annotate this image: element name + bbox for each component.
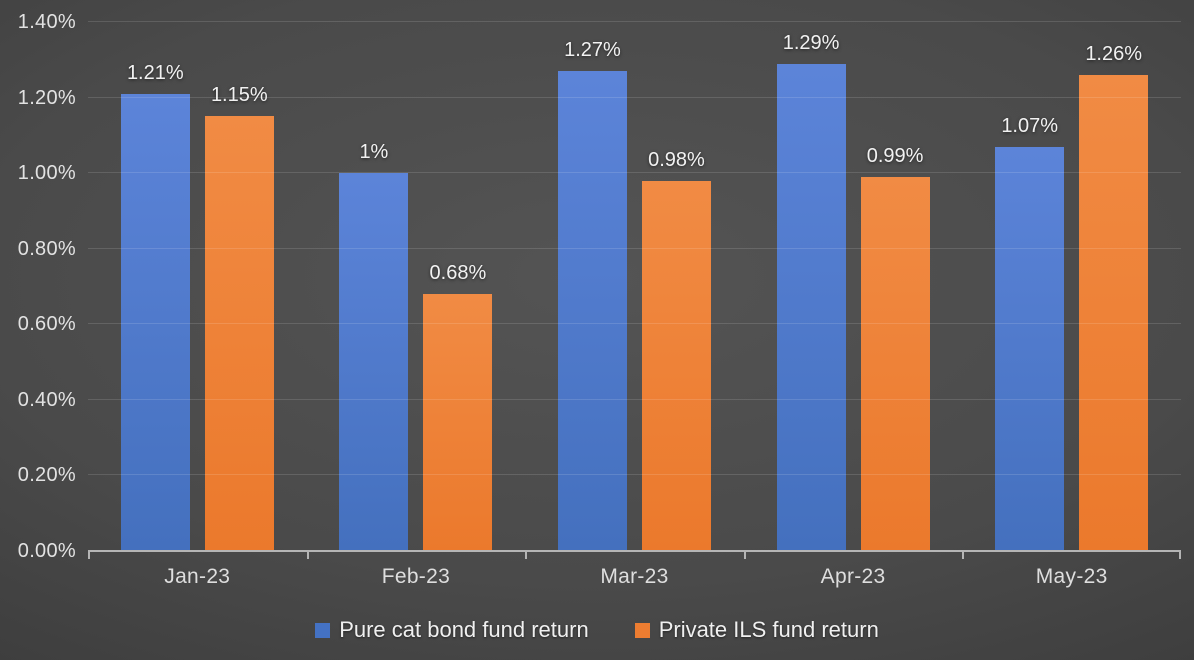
gridline — [88, 96, 1181, 98]
legend-item: Private ILS fund return — [634, 617, 879, 643]
bar-value-label: 0.68% — [429, 262, 487, 285]
x-axis-line — [88, 550, 1181, 552]
bar-value-label: 0.98% — [648, 148, 705, 171]
axis-tick — [88, 551, 90, 559]
bar-series-0: 1.07% — [995, 115, 1065, 551]
legend-item: Pure cat bond fund return — [315, 617, 589, 643]
axis-tick — [743, 551, 746, 559]
bar-series-0: 1.21% — [120, 62, 190, 551]
x-tick-label: May-23 — [1035, 565, 1108, 588]
legend-swatch-icon — [315, 622, 331, 638]
y-tick-label: 0.40% — [17, 388, 76, 411]
x-tick-label: Jan-23 — [164, 565, 231, 588]
bar-series-0: 1.29% — [776, 32, 846, 551]
y-tick-label: 0.60% — [17, 313, 76, 336]
plot-area: 1.21% 1.15% 1% 0.68% 1.27% 0.98% 1.29% 0.99% 1.0… — [88, 21, 1181, 559]
category-group: 1% 0.68% — [307, 22, 526, 551]
x-tick-label: Mar-23 — [600, 565, 669, 588]
bar-groups: 1.21% 1.15% 1% 0.68% 1.27% 0.98% 1.29% 0.99% 1.0… — [88, 22, 1181, 551]
gridline — [88, 398, 1181, 400]
category-group: 1.07% 1.26% — [962, 22, 1181, 551]
x-tick-label: Feb-23 — [381, 565, 451, 588]
category-group: 1.21% 1.15% — [88, 22, 307, 551]
bar-value-label: 1.29% — [782, 31, 840, 54]
y-tick-label: 0.20% — [17, 464, 76, 487]
y-tick-label: 1.20% — [17, 86, 76, 109]
category-group: 1.27% 0.98% — [525, 22, 744, 551]
legend: Pure cat bond fund return Private ILS fun… — [0, 612, 1194, 648]
bar-value-label: 0.99% — [866, 144, 924, 167]
x-axis-labels: Jan-23 Feb-23 Mar-23 Apr-23 May-23 — [88, 563, 1181, 591]
axis-tick — [306, 551, 309, 559]
bar-series-1: 0.68% — [423, 262, 493, 551]
gridline — [88, 21, 1181, 22]
bar-value-label: 1.26% — [1085, 42, 1143, 65]
gridline — [88, 247, 1181, 249]
bar-series-1: 0.99% — [860, 145, 930, 551]
gridline — [88, 474, 1181, 476]
gridline — [88, 323, 1181, 325]
legend-swatch-icon — [634, 622, 650, 638]
bar-value-label: 1% — [359, 141, 389, 164]
y-tick-label: 0.80% — [17, 237, 76, 260]
x-tick-label: Apr-23 — [820, 565, 886, 588]
y-tick-label: 0.00% — [17, 540, 76, 562]
y-tick-label: 1.00% — [17, 162, 76, 185]
bar-value-label: 1.27% — [564, 39, 621, 62]
bar-series-1: 0.98% — [641, 149, 711, 551]
bar-series-1: 1.15% — [204, 84, 274, 551]
bar-series-0: 1% — [339, 141, 409, 551]
axis-tick — [525, 551, 528, 559]
axis-tick — [962, 551, 965, 559]
bar-series-1: 1.26% — [1079, 43, 1149, 551]
bar-value-label: 1.07% — [1001, 114, 1059, 137]
axis-tick — [1179, 551, 1181, 559]
bar-value-label: 1.21% — [126, 61, 184, 84]
category-group: 1.29% 0.99% — [744, 22, 963, 551]
y-tick-label: 1.40% — [17, 11, 76, 33]
y-axis-labels: 0.00% 0.20% 0.40% 0.60% 0.80% 1.00% 1.20% 1.40% — [0, 11, 76, 562]
bar-value-label: 1.15% — [210, 84, 268, 107]
bar-series-0: 1.27% — [557, 39, 627, 551]
legend-label: Pure cat bond fund return — [339, 617, 589, 642]
legend-label: Private ILS fund return — [658, 617, 879, 642]
gridline — [88, 172, 1181, 174]
